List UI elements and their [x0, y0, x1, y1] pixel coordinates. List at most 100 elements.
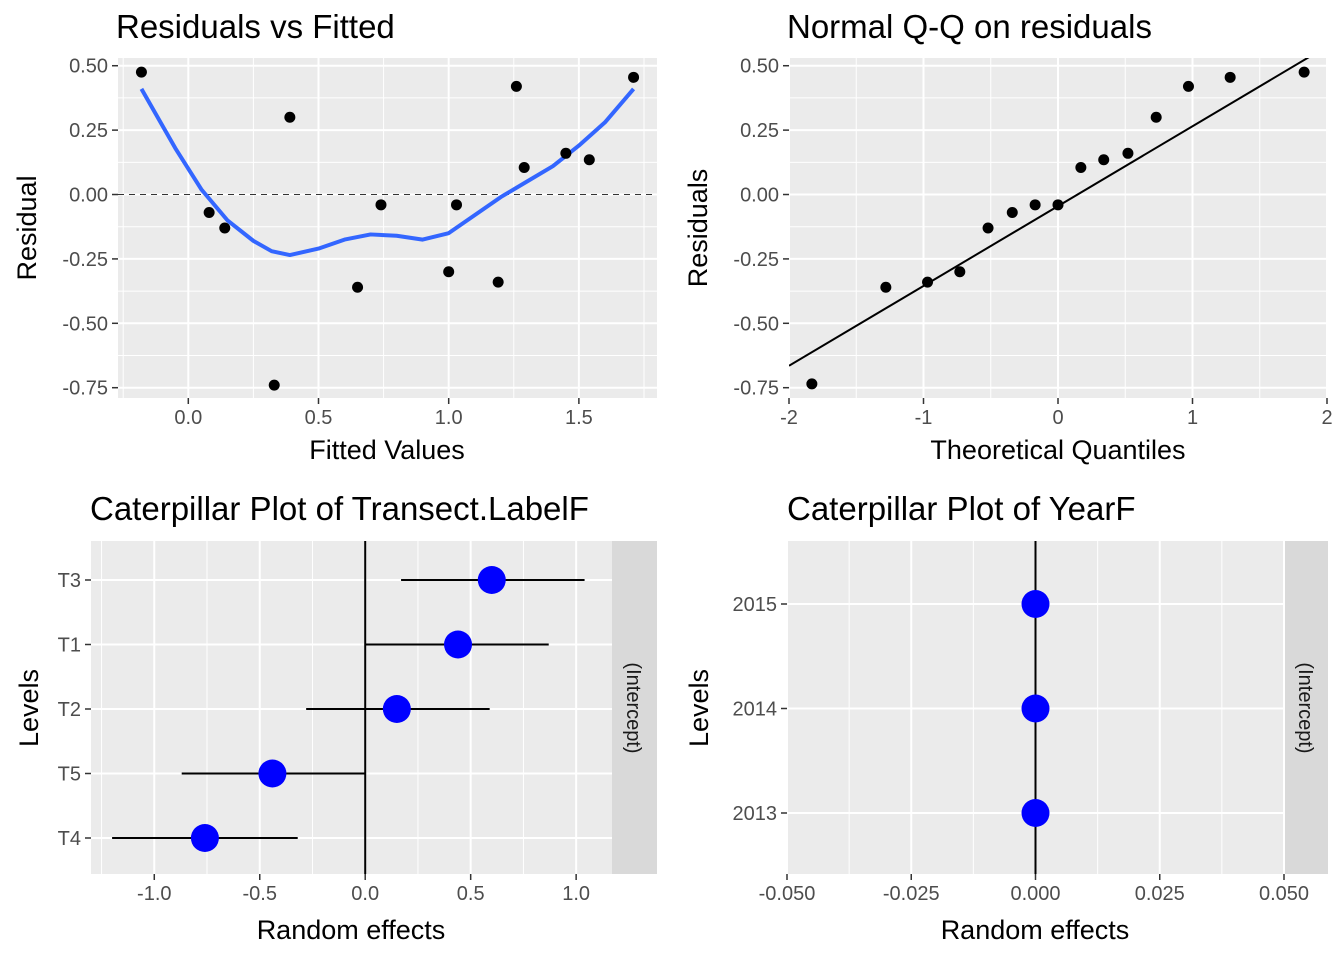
estimate-point [1021, 694, 1050, 723]
plot-content [789, 58, 1310, 390]
x-axis-title: Fitted Values [309, 435, 465, 465]
chart-title: Caterpillar Plot of Transect.LabelF [90, 490, 589, 527]
y-tick-label: T1 [58, 635, 81, 657]
qq-point [1298, 66, 1310, 78]
residual-point [560, 147, 572, 159]
x-tick-label: -1.0 [137, 883, 171, 905]
x-tick-label: 0.025 [1135, 883, 1185, 905]
plot-background [91, 541, 612, 874]
chart-title: Caterpillar Plot of YearF [787, 490, 1136, 527]
x-tick-label: 0.0 [351, 883, 379, 905]
y-tick-label: -0.25 [62, 249, 108, 271]
panel-caterpillar-year: Caterpillar Plot of YearF (Intercept) -0… [684, 490, 1328, 945]
axes: 0.0 0.5 1.0 1.5 -0.75 -0.50 -0.25 0.00 0.25 0.50 [62, 56, 592, 429]
y-axis-title: Residual [12, 175, 42, 280]
y-tick-label: 0.50 [69, 56, 108, 78]
y-tick-label: 0.25 [740, 120, 779, 142]
panel-residuals-vs-fitted: Residuals vs Fitted 0.0 0.5 1.0 1.5 -0.75 -0.… [12, 8, 657, 465]
chart-title: Residuals vs Fitted [116, 8, 395, 45]
x-tick-label: 2 [1321, 407, 1332, 429]
y-tick-label: 2014 [733, 699, 778, 721]
residual-point [219, 222, 231, 234]
residual-point [375, 199, 387, 211]
residual-point [135, 66, 147, 78]
x-tick-label: 0.000 [1010, 883, 1060, 905]
y-tick-label: -0.25 [733, 249, 779, 271]
x-tick-label: -2 [780, 407, 798, 429]
x-axis-title: Random effects [941, 915, 1130, 945]
qq-point [880, 281, 892, 293]
estimate-point [1021, 799, 1050, 827]
y-axis-title: Residuals [683, 169, 713, 288]
y-tick-label: -0.75 [733, 378, 779, 400]
x-tick-label: -0.5 [243, 883, 277, 905]
plot-content [112, 541, 585, 874]
qq-point [922, 276, 934, 288]
y-axis-title: Levels [14, 669, 44, 747]
qq-point [1052, 199, 1064, 211]
y-tick-label: T4 [58, 828, 81, 850]
x-tick-label: -1 [915, 407, 933, 429]
y-tick-label: T3 [58, 570, 81, 592]
residual-point [284, 111, 296, 123]
panel-normal-qq: Normal Q-Q on residuals -2 -1 0 1 2 -0.75 -0.5… [683, 8, 1333, 465]
residual-point [510, 80, 522, 92]
facet-strip [1284, 541, 1328, 874]
qq-point [1029, 199, 1041, 211]
y-tick-label: -0.75 [62, 378, 108, 400]
estimate-point [258, 759, 287, 788]
axes: -0.050 -0.025 0.000 0.025 0.050 2013 2014 2015 [733, 594, 1310, 905]
qq-point [1182, 80, 1194, 92]
residual-point [628, 71, 640, 83]
y-tick-label: -0.50 [733, 313, 779, 335]
estimate-point [444, 630, 473, 659]
facet-strip-label: (Intercept) [622, 662, 644, 753]
qq-point [1150, 111, 1162, 123]
x-tick-label: -0.050 [759, 883, 816, 905]
qq-point [1122, 147, 1134, 159]
plot-background [118, 58, 657, 398]
residual-point [583, 154, 595, 166]
estimate-point [382, 695, 411, 723]
qq-point [1006, 207, 1018, 219]
qq-point [1224, 71, 1236, 83]
axes: -2 -1 0 1 2 -0.75 -0.50 -0.25 0.00 0.25 0.50 [733, 56, 1332, 429]
facet-strip [612, 541, 657, 874]
x-tick-label: 0.5 [457, 883, 485, 905]
residual-point [352, 281, 364, 293]
panel-caterpillar-transect: Caterpillar Plot of Transect.LabelF (Int… [14, 490, 657, 945]
y-tick-label: 2015 [733, 594, 778, 616]
residual-point [492, 276, 504, 288]
x-tick-label: 1 [1187, 407, 1198, 429]
residual-point [443, 266, 455, 278]
y-tick-label: 0.25 [69, 120, 108, 142]
residual-point [203, 207, 215, 219]
y-tick-label: T2 [58, 699, 81, 721]
plot-content [118, 66, 657, 391]
x-tick-label: 1.5 [565, 407, 593, 429]
estimate-point [477, 566, 506, 594]
x-tick-label: 1.0 [562, 883, 590, 905]
y-tick-label: 0.00 [740, 185, 779, 207]
x-tick-label: -0.025 [883, 883, 940, 905]
x-tick-label: 1.0 [435, 407, 463, 429]
x-tick-label: 0.050 [1259, 883, 1309, 905]
qq-point [954, 266, 966, 278]
plot-content [1021, 541, 1050, 874]
y-tick-label: -0.50 [62, 313, 108, 335]
x-axis-title: Random effects [257, 915, 446, 945]
x-axis-title: Theoretical Quantiles [930, 435, 1185, 465]
y-tick-label: 2013 [733, 803, 778, 825]
qq-point [1098, 154, 1110, 166]
residual-point [518, 161, 530, 173]
y-tick-label: 0.00 [69, 185, 108, 207]
qq-point [1075, 161, 1087, 173]
y-tick-label: T5 [58, 764, 81, 786]
residual-point [451, 199, 463, 211]
y-axis-title: Levels [684, 669, 714, 747]
gridlines [788, 58, 1328, 398]
x-tick-label: 0 [1052, 407, 1063, 429]
qq-point [806, 378, 818, 390]
chart-title: Normal Q-Q on residuals [787, 8, 1152, 45]
x-tick-label: 0.5 [305, 407, 333, 429]
